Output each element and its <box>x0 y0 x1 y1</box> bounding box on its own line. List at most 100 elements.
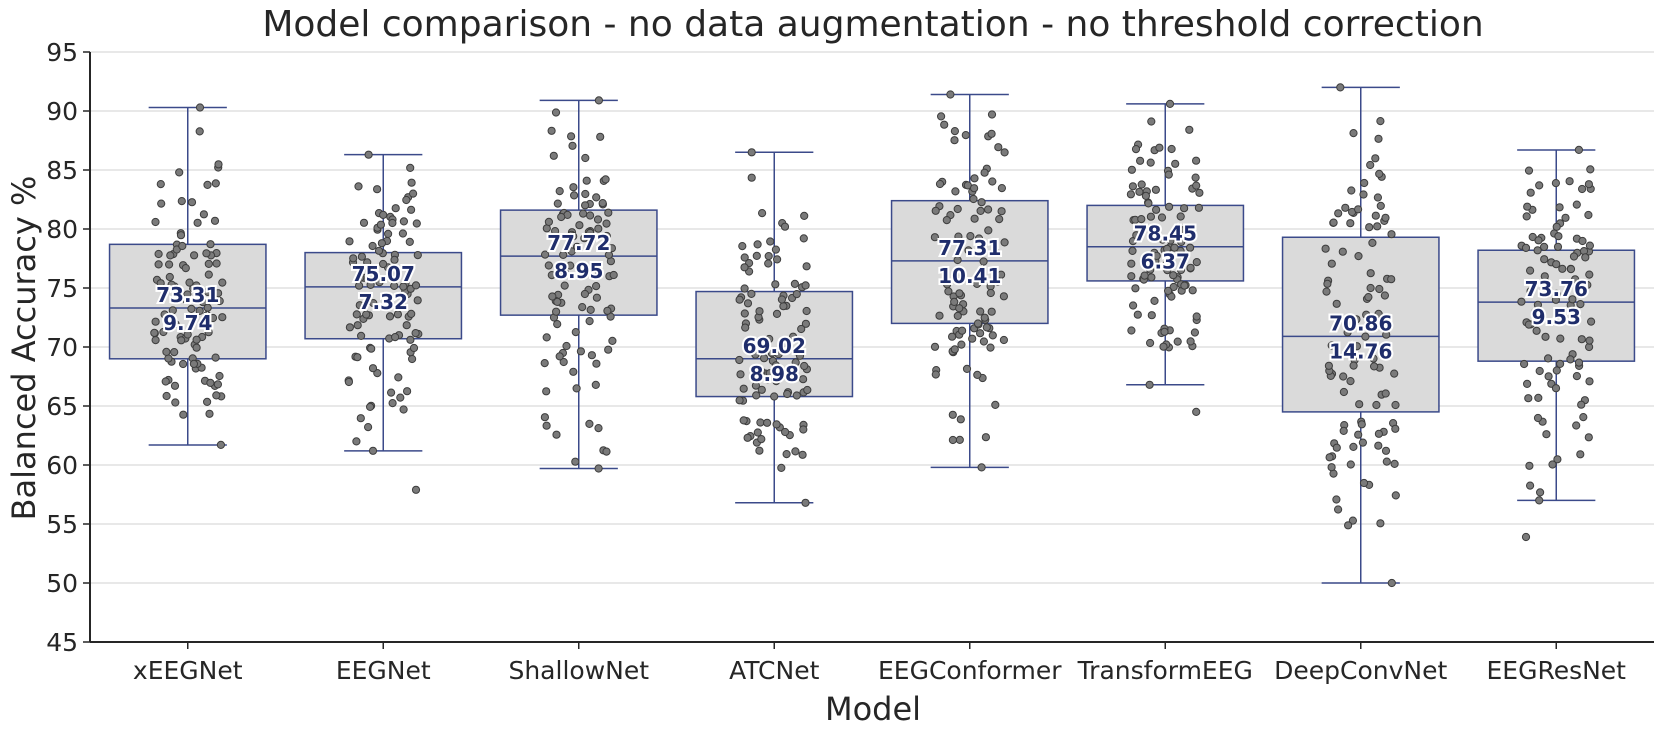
box-layer <box>108 86 1636 584</box>
data-point <box>955 435 964 444</box>
data-point <box>1185 125 1194 134</box>
data-point <box>1347 186 1356 195</box>
data-point <box>1332 443 1341 452</box>
data-point <box>1387 578 1396 588</box>
mean-label: 69.02 <box>743 334 806 358</box>
data-point <box>1382 457 1391 466</box>
data-point <box>782 450 791 459</box>
data-point <box>204 259 213 268</box>
box-EEGResNet <box>1477 249 1636 362</box>
x-tick-label: EEGResNet <box>1486 656 1626 685</box>
data-point <box>407 178 416 187</box>
data-point <box>1566 265 1576 274</box>
data-point <box>931 370 940 379</box>
data-point <box>581 189 590 199</box>
data-point <box>1374 309 1383 318</box>
data-point <box>931 206 940 215</box>
data-point <box>943 280 952 289</box>
data-point <box>609 270 618 280</box>
data-point <box>976 329 985 338</box>
data-point <box>1146 265 1155 274</box>
data-point <box>757 435 766 444</box>
data-point <box>1327 259 1336 268</box>
data-point <box>407 309 416 318</box>
data-point <box>598 199 607 208</box>
data-point <box>204 270 213 279</box>
data-point <box>966 232 975 241</box>
data-point <box>570 191 579 200</box>
data-point <box>984 226 993 235</box>
data-point <box>747 173 756 182</box>
data-point <box>569 183 578 192</box>
data-point <box>741 323 750 332</box>
data-point <box>950 345 959 354</box>
data-point <box>1346 219 1355 228</box>
std-label: 8.95 <box>554 259 603 283</box>
data-point <box>375 278 384 287</box>
data-point <box>555 352 564 361</box>
data-point <box>151 217 160 227</box>
data-point <box>773 255 782 264</box>
data-point <box>935 311 944 320</box>
data-point <box>752 391 761 400</box>
data-point <box>568 141 577 150</box>
data-point <box>1163 244 1172 253</box>
data-point <box>1176 212 1185 221</box>
data-point <box>1131 145 1141 154</box>
data-point <box>1324 361 1334 370</box>
data-point <box>1542 430 1551 439</box>
data-point <box>1544 354 1553 363</box>
data-point <box>740 263 749 272</box>
data-point <box>1144 199 1153 208</box>
data-point <box>756 418 765 427</box>
data-point <box>799 375 808 384</box>
data-point <box>1357 420 1366 429</box>
data-point <box>1323 279 1332 288</box>
data-point <box>603 306 612 315</box>
data-point <box>1551 179 1561 188</box>
data-point <box>1530 308 1540 317</box>
data-point <box>391 204 400 213</box>
data-point <box>1574 145 1584 154</box>
data-point <box>951 187 960 196</box>
data-point <box>1541 332 1550 341</box>
data-point <box>171 319 180 329</box>
data-point <box>1366 160 1375 170</box>
data-point <box>592 359 601 368</box>
data-point <box>930 233 940 242</box>
data-point <box>765 369 774 378</box>
data-point <box>171 398 180 407</box>
data-point <box>752 251 761 260</box>
data-point <box>569 367 578 376</box>
data-point <box>192 281 201 290</box>
data-point <box>413 251 422 260</box>
data-point <box>411 485 421 494</box>
data-point <box>1191 173 1200 182</box>
data-point <box>1194 203 1204 212</box>
axes: 45 50 55 60 65 70 75 80 85 90 95 xEEGNet EEGNet Shall… <box>46 38 1654 685</box>
y-tick-label: 90 <box>46 97 78 126</box>
data-point <box>402 321 411 330</box>
data-point <box>1556 334 1565 343</box>
data-point <box>736 370 745 379</box>
data-point <box>379 259 388 269</box>
data-point <box>203 287 212 296</box>
data-point <box>787 368 796 377</box>
data-point <box>1343 328 1352 337</box>
data-point <box>1376 519 1385 528</box>
data-point <box>544 261 553 270</box>
data-point <box>1145 380 1154 389</box>
data-point <box>376 220 385 229</box>
data-point <box>406 335 415 344</box>
data-point <box>953 311 962 320</box>
data-point <box>151 336 160 345</box>
data-point <box>1169 271 1178 280</box>
data-point <box>763 418 772 427</box>
data-point <box>162 347 171 356</box>
data-point <box>766 237 775 246</box>
data-point <box>800 211 809 220</box>
data-point <box>1568 295 1577 304</box>
data-point <box>412 219 421 228</box>
data-point <box>387 388 396 397</box>
data-point <box>772 420 781 429</box>
